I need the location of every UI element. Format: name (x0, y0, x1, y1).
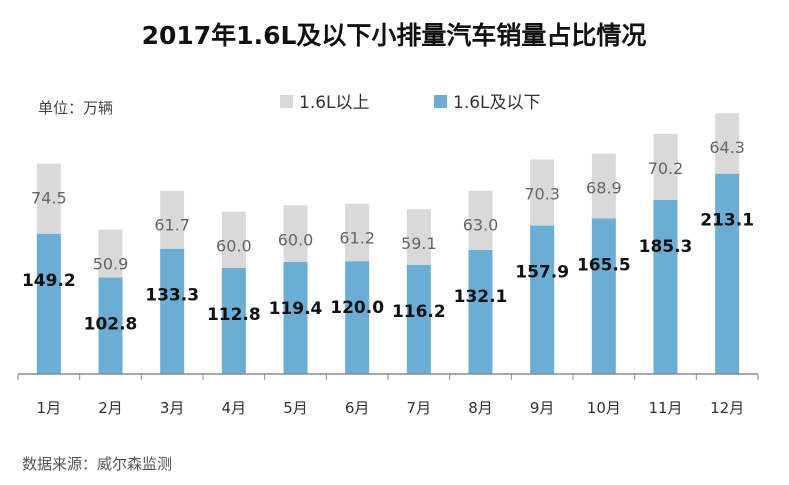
bar-under-10 (591, 218, 616, 374)
value-label-over-2: 50.9 (93, 255, 129, 274)
bar-over-5 (283, 205, 308, 262)
x-label-8: 8月 (468, 399, 493, 417)
legend: 1.6L以上 1.6L及以下 (280, 93, 541, 113)
value-label-over-6: 61.2 (339, 229, 375, 248)
value-label-under-7: 116.2 (392, 302, 446, 322)
data-labels: 74.5 149.2 50.9 102.8 61.7 133.3 60.0 112.8 60.0… (22, 138, 754, 334)
value-label-over-12: 64.3 (709, 138, 745, 157)
bar-under-12 (715, 173, 740, 374)
value-label-over-4: 60.0 (216, 237, 252, 256)
x-axis-labels: 1月 2月 3月 4月 5月 6月 7月 8月 9月 10月 11月 12月 (37, 399, 745, 417)
value-label-over-7: 59.1 (401, 234, 437, 253)
x-label-6: 6月 (345, 399, 370, 417)
x-axis-ticks (17, 374, 759, 380)
value-label-over-5: 60.0 (278, 230, 314, 249)
value-label-under-4: 112.8 (207, 305, 261, 325)
value-label-over-8: 63.0 (463, 216, 499, 235)
value-label-under-10: 165.5 (577, 255, 631, 275)
value-label-over-9: 70.3 (524, 184, 560, 203)
value-label-over-11: 70.2 (648, 159, 684, 178)
x-label-4: 4月 (222, 399, 247, 417)
value-label-under-3: 133.3 (145, 286, 199, 306)
bars (36, 113, 740, 374)
bar-under-3 (160, 248, 185, 374)
chart-title: 2017年1.6L及以下小排量汽车销量占比情况 (142, 21, 647, 50)
legend-swatch-under (434, 95, 447, 108)
x-label-7: 7月 (407, 399, 432, 417)
bar-over-6 (345, 203, 370, 262)
value-label-under-9: 157.9 (515, 263, 569, 283)
value-label-under-5: 119.4 (269, 299, 323, 319)
bar-under-11 (653, 199, 678, 374)
bar-over-9 (530, 159, 555, 226)
value-label-under-8: 132.1 (454, 287, 508, 307)
x-label-2: 2月 (98, 399, 123, 417)
legend-label-under: 1.6L及以下 (453, 93, 541, 113)
value-label-over-1: 74.5 (31, 189, 67, 208)
bar-over-8 (468, 190, 493, 250)
bar-under-8 (468, 249, 493, 374)
bar-under-5 (283, 261, 308, 374)
unit-label: 单位：万辆 (38, 99, 113, 117)
bar-under-6 (345, 261, 370, 374)
x-label-10: 10月 (587, 399, 621, 417)
bar-over-10 (591, 153, 616, 219)
bar-over-2 (98, 229, 123, 278)
x-label-1: 1月 (37, 399, 62, 417)
value-label-over-3: 61.7 (154, 216, 190, 235)
value-label-over-10: 68.9 (586, 179, 622, 198)
bar-over-3 (160, 190, 185, 249)
bar-over-4 (221, 211, 246, 268)
value-label-under-6: 120.0 (330, 298, 384, 318)
bar-over-1 (36, 163, 61, 234)
bar-under-1 (36, 233, 61, 374)
bar-under-7 (406, 264, 431, 374)
value-label-under-11: 185.3 (639, 237, 693, 257)
value-label-under-2: 102.8 (84, 314, 138, 334)
x-label-3: 3月 (160, 399, 185, 417)
value-label-under-12: 213.1 (700, 211, 754, 231)
value-label-under-1: 149.2 (22, 271, 76, 291)
bar-over-11 (653, 133, 678, 200)
bar-under-9 (530, 225, 555, 374)
bar-over-12 (715, 113, 740, 174)
x-label-9: 9月 (530, 399, 555, 417)
x-label-5: 5月 (283, 399, 308, 417)
bar-under-4 (221, 267, 246, 374)
bar-under-2 (98, 277, 123, 374)
source-note: 数据来源：威尔森监测 (22, 455, 172, 473)
legend-label-over: 1.6L以上 (299, 93, 370, 113)
x-label-11: 11月 (648, 399, 682, 417)
legend-swatch-over (280, 95, 293, 108)
bar-over-7 (406, 209, 431, 265)
x-label-12: 12月 (710, 399, 744, 417)
